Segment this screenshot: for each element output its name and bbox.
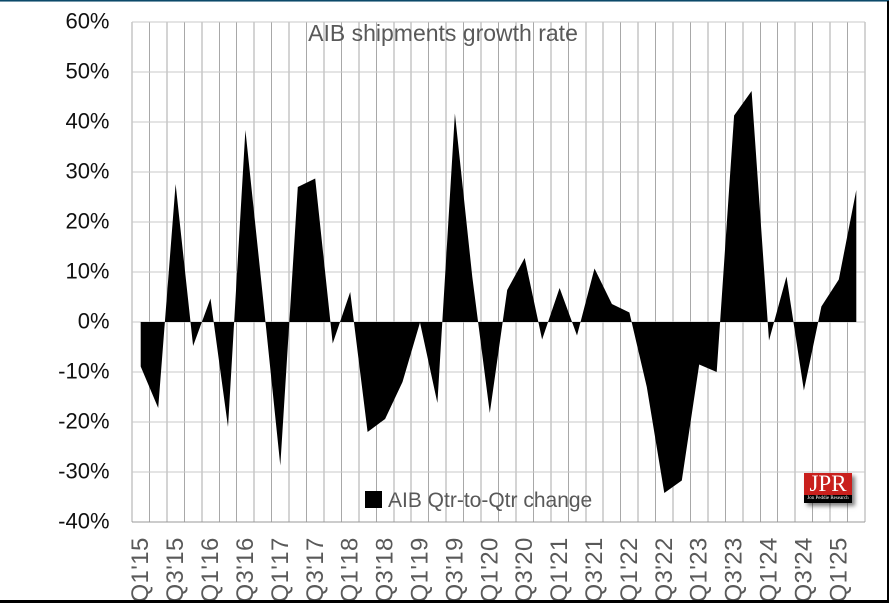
svg-text:50%: 50% — [65, 59, 109, 84]
svg-text:Q3'24: Q3'24 — [790, 537, 817, 602]
svg-text:Q1'24: Q1'24 — [756, 537, 783, 602]
svg-text:Q3'17: Q3'17 — [302, 537, 329, 602]
svg-text:0%: 0% — [78, 309, 110, 334]
svg-text:Q1'21: Q1'21 — [546, 537, 573, 602]
svg-text:-10%: -10% — [58, 359, 109, 384]
svg-text:Q1'25: Q1'25 — [825, 537, 852, 602]
svg-text:Q1'18: Q1'18 — [337, 537, 364, 602]
svg-text:Q1'17: Q1'17 — [267, 537, 294, 602]
svg-text:Q3'18: Q3'18 — [372, 537, 399, 602]
svg-text:Q1'19: Q1'19 — [407, 537, 434, 602]
svg-text:Q3'15: Q3'15 — [162, 537, 189, 602]
svg-text:Q1'22: Q1'22 — [616, 537, 643, 602]
svg-text:Q1'16: Q1'16 — [197, 537, 224, 602]
svg-text:-30%: -30% — [58, 459, 109, 484]
svg-text:30%: 30% — [65, 159, 109, 184]
svg-text:-20%: -20% — [58, 409, 109, 434]
svg-text:Q3'21: Q3'21 — [581, 537, 608, 602]
svg-text:Q1'15: Q1'15 — [127, 537, 154, 602]
svg-text:Q3'23: Q3'23 — [721, 537, 748, 602]
svg-text:10%: 10% — [65, 259, 109, 284]
svg-text:-40%: -40% — [58, 509, 109, 534]
svg-text:Q1'23: Q1'23 — [686, 537, 713, 602]
svg-text:40%: 40% — [65, 109, 109, 134]
svg-text:Q3'16: Q3'16 — [232, 537, 259, 602]
svg-text:Q3'19: Q3'19 — [441, 537, 468, 602]
svg-text:Q1'20: Q1'20 — [476, 537, 503, 602]
svg-text:Q3'22: Q3'22 — [651, 537, 678, 602]
svg-text:Q3'20: Q3'20 — [511, 537, 538, 602]
svg-text:60%: 60% — [65, 9, 109, 34]
svg-text:20%: 20% — [65, 209, 109, 234]
